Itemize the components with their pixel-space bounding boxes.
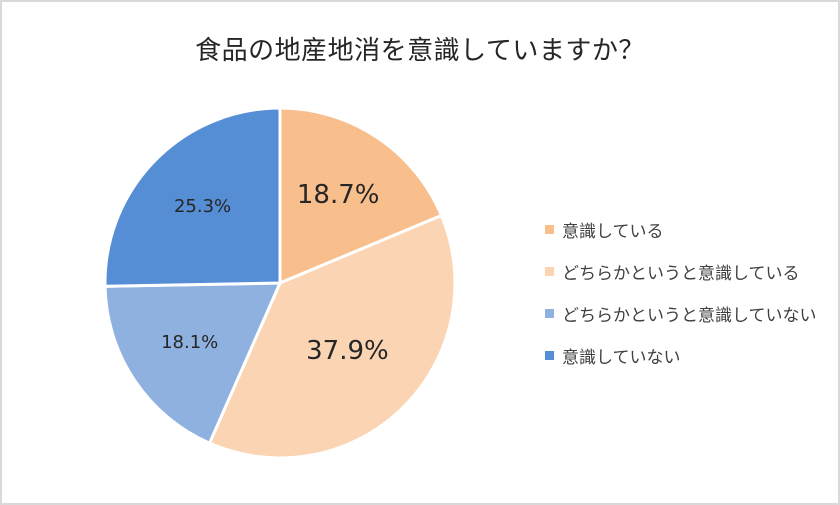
slice-label-not-conscious: 25.3% xyxy=(174,196,231,217)
legend: 意識している どちらかというと意識している どちらかというと意識していない 意識… xyxy=(545,208,817,376)
pie-slice-conscious xyxy=(278,106,444,286)
legend-item-somewhat-conscious: どちらかというと意識している xyxy=(545,250,817,292)
legend-label: どちらかというと意識していない xyxy=(562,305,817,326)
pie-slice-somewhat-conscious xyxy=(207,213,457,460)
slice-label-somewhat-not-conscious: 18.1% xyxy=(161,332,218,353)
legend-swatch-icon xyxy=(545,224,554,234)
legend-swatch-icon xyxy=(545,266,554,276)
chart-title: 食品の地産地消を意識していますか？ xyxy=(195,36,645,66)
legend-swatch-icon xyxy=(545,350,554,360)
legend-label: 意識していない xyxy=(562,347,681,368)
slice-label-somewhat-conscious: 37.9% xyxy=(306,336,389,366)
legend-label: 意識している xyxy=(562,221,664,242)
legend-item-somewhat-not-conscious: どちらかというと意識していない xyxy=(545,292,817,334)
legend-item-conscious: 意識している xyxy=(545,208,817,250)
legend-item-not-conscious: 意識していない xyxy=(545,334,817,376)
legend-label: どちらかというと意識している xyxy=(562,263,800,284)
legend-swatch-icon xyxy=(545,308,554,318)
pie-slice-somewhat-not-conscious xyxy=(103,281,283,446)
pie-slice-not-conscious xyxy=(103,106,282,288)
slice-label-conscious: 18.7% xyxy=(297,180,380,210)
